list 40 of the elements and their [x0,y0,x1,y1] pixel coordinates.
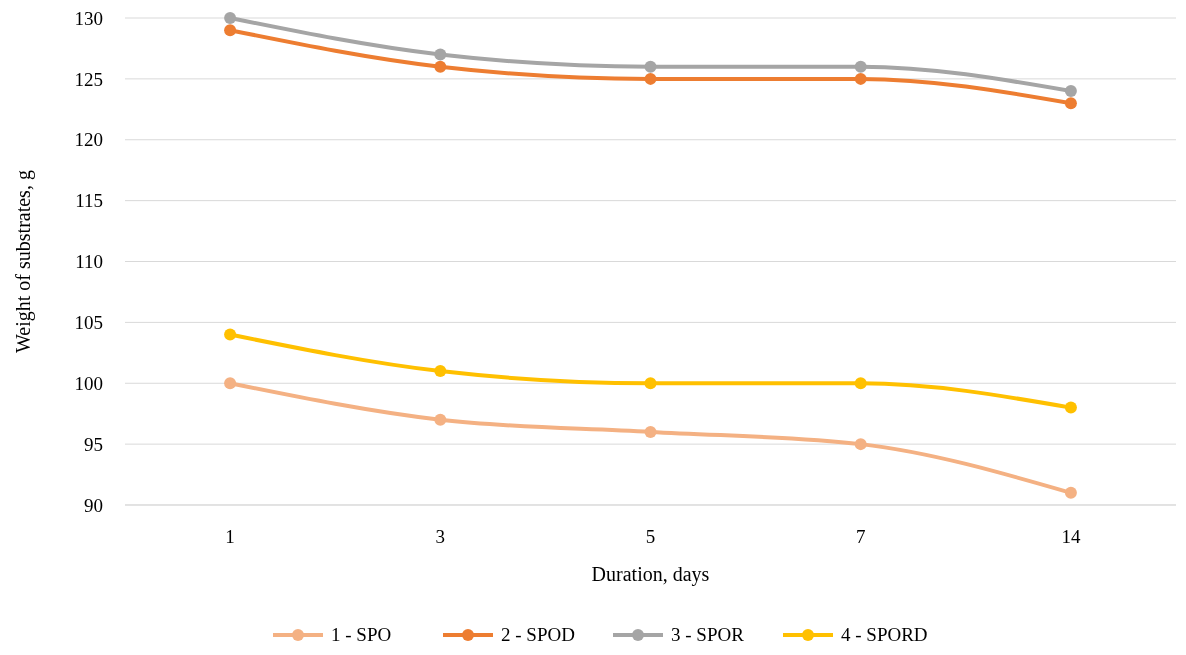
point [644,377,657,390]
x-axis-title: Duration, days [591,563,710,586]
legend-label: 3 - SPOR [671,624,745,645]
point [1064,97,1077,110]
point [434,48,447,61]
y-tick-label: 130 [74,7,103,29]
point [224,12,237,24]
legend-label: 4 - SPORD [841,624,928,645]
y-tick-label: 125 [74,68,103,90]
legend-label: 1 - SPO [331,624,392,645]
y-tick-label: 110 [75,251,103,273]
point [644,425,657,438]
x-tick-label: 14 [1061,526,1081,547]
point [854,377,867,390]
y-axis-title: Weight of substrates, g [12,170,35,353]
y-tick-label: 100 [74,372,103,394]
point [1064,486,1077,499]
point [224,24,237,37]
y-tick-label: 115 [75,190,103,212]
y-tick-label: 120 [74,129,103,151]
point [434,365,447,378]
point [224,328,237,341]
x-tick-label: 7 [855,526,866,547]
legend-label: 2 - SPOD [501,624,575,645]
y-tick-label: 90 [84,494,103,516]
x-tick-label: 1 [225,526,235,547]
point [224,377,237,390]
point [434,413,447,426]
point [644,60,657,73]
x-tick-label: 5 [645,526,656,547]
point [854,60,867,73]
point [434,60,447,73]
point [644,72,657,85]
y-tick-label: 95 [84,433,103,455]
point [1064,85,1077,98]
y-tick-label: 105 [74,312,103,334]
point [854,438,867,451]
point [1064,401,1077,414]
x-tick-label: 3 [435,526,446,547]
point [854,72,867,85]
